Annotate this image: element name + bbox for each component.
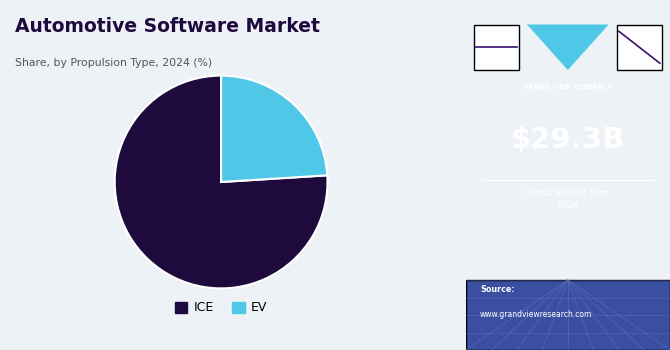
Text: GRAND VIEW RESEARCH: GRAND VIEW RESEARCH — [523, 84, 613, 90]
Wedge shape — [221, 76, 327, 182]
FancyBboxPatch shape — [466, 280, 670, 350]
Text: Automotive Software Market: Automotive Software Market — [15, 18, 320, 36]
Text: Global Market Size,
2024: Global Market Size, 2024 — [524, 189, 612, 210]
Text: Share, by Propulsion Type, 2024 (%): Share, by Propulsion Type, 2024 (%) — [15, 58, 212, 68]
Polygon shape — [527, 25, 608, 70]
Text: www.grandviewresearch.com: www.grandviewresearch.com — [480, 310, 592, 319]
FancyBboxPatch shape — [474, 25, 519, 70]
Legend: ICE, EV: ICE, EV — [170, 296, 273, 320]
Wedge shape — [115, 76, 328, 288]
FancyBboxPatch shape — [617, 25, 662, 70]
Text: $29.3B: $29.3B — [511, 126, 625, 154]
Text: Source:: Source: — [480, 285, 515, 294]
